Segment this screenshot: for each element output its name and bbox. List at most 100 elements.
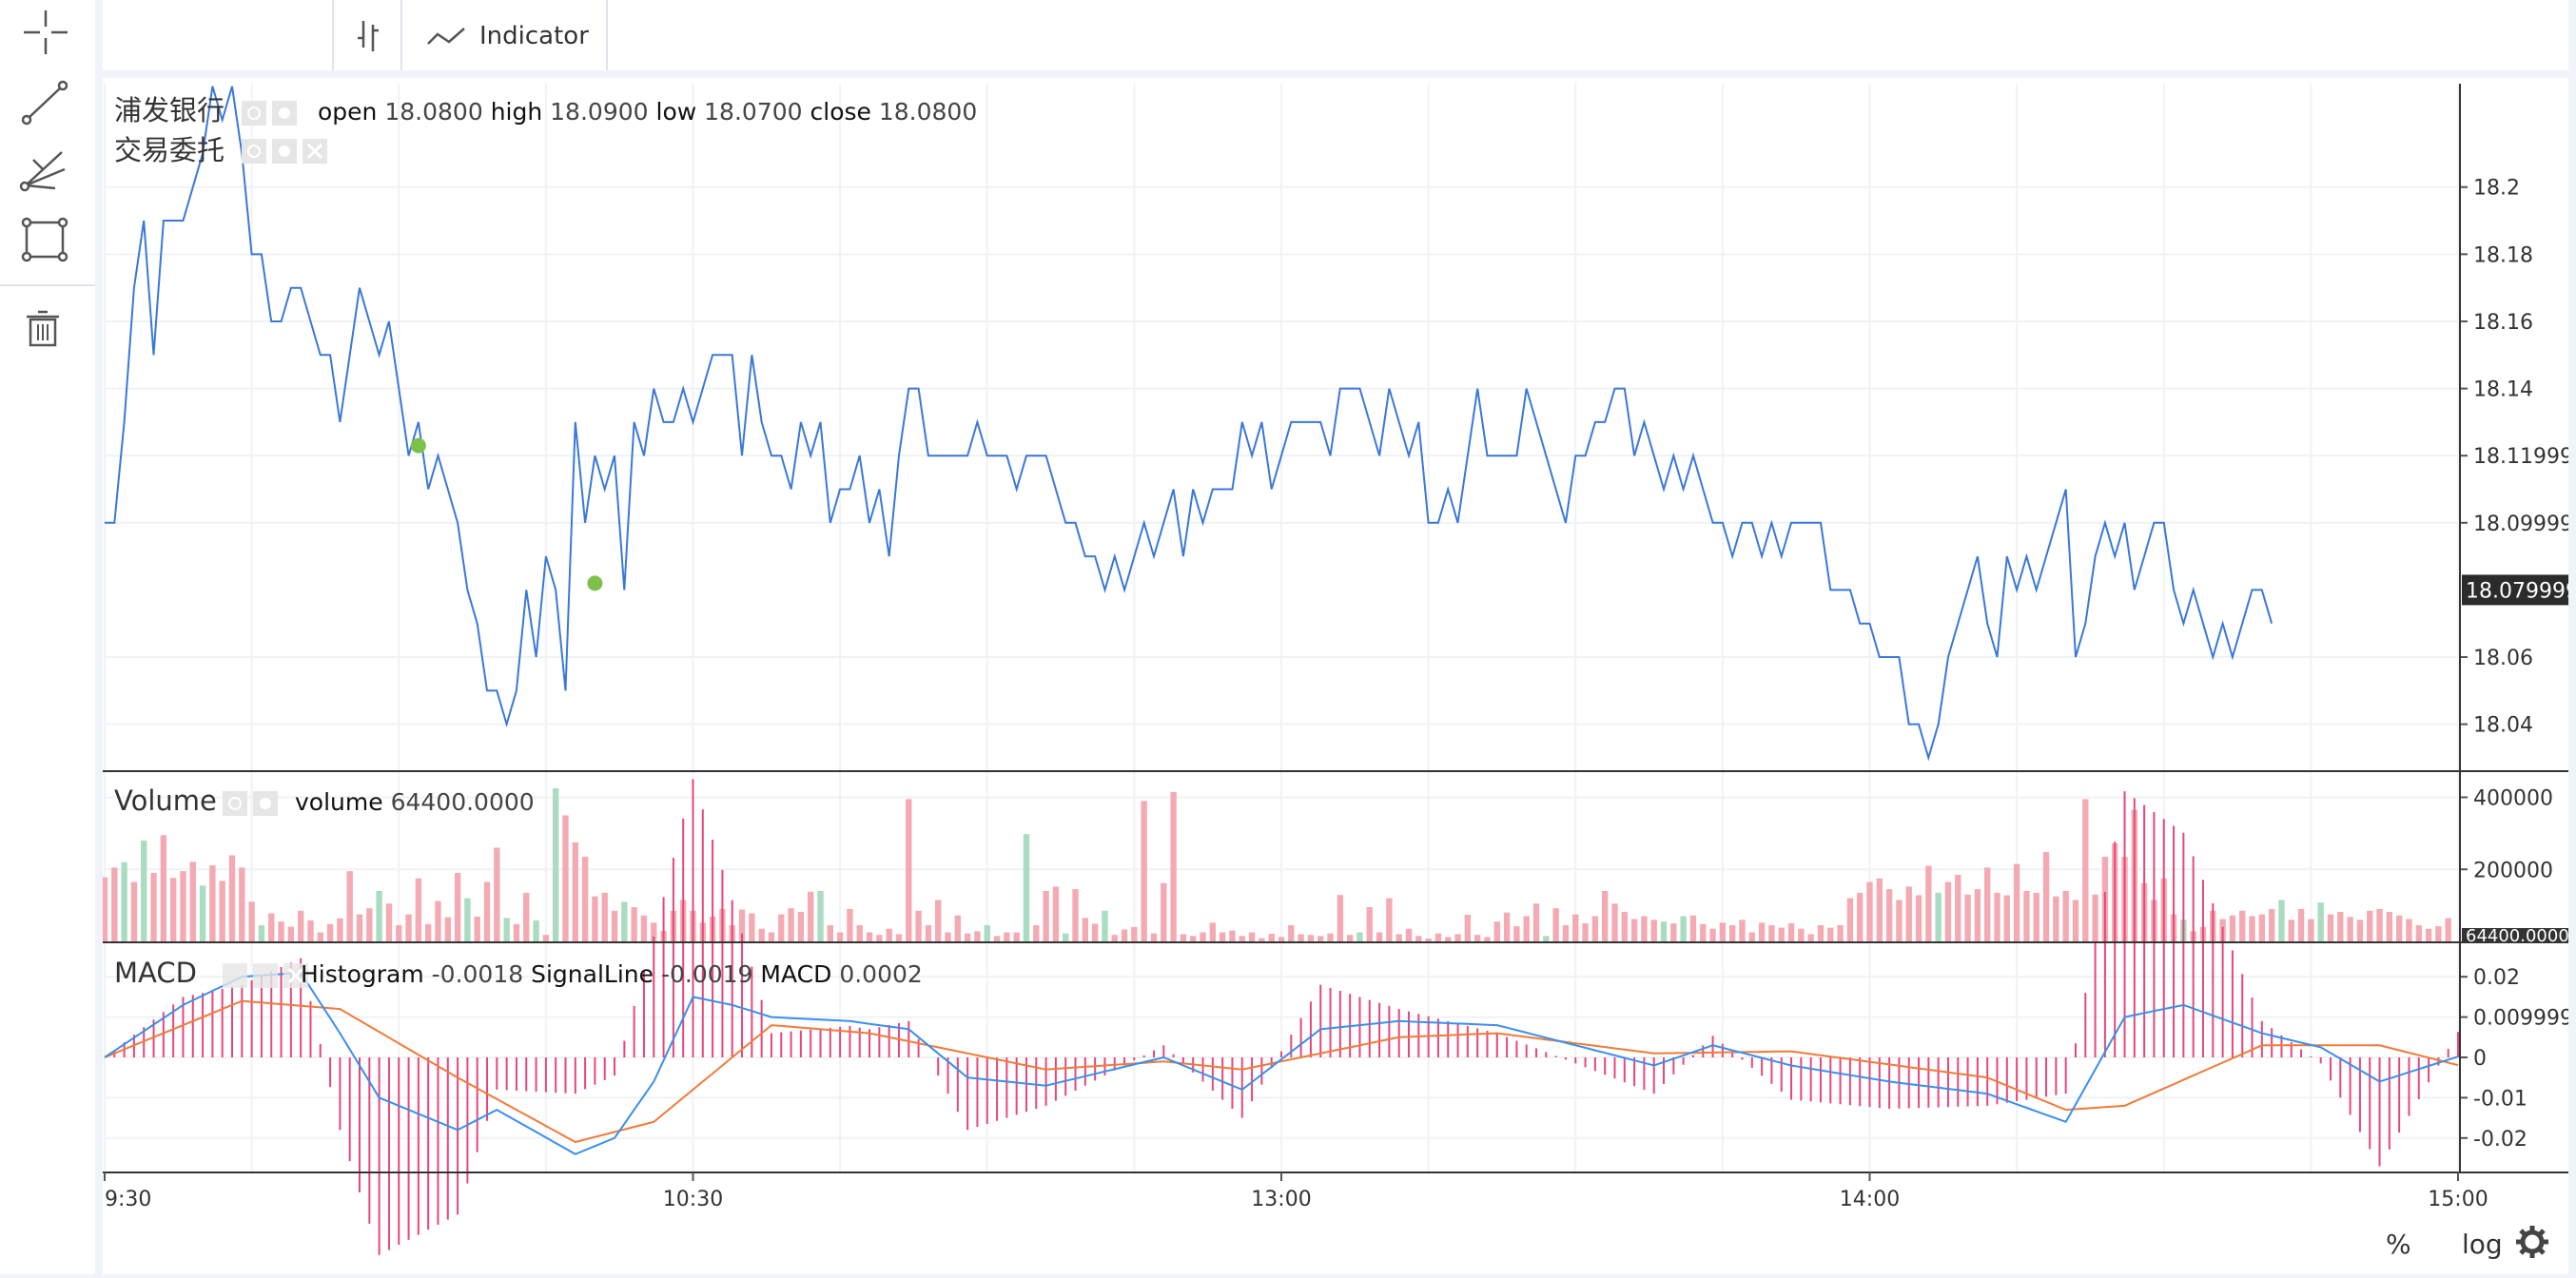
volume-bar — [876, 935, 883, 941]
volume-bar — [1543, 936, 1550, 941]
y-tick-label: 0.02 — [2473, 966, 2520, 990]
volume-bar — [483, 881, 491, 941]
volume-bar — [581, 857, 589, 941]
volume-bar — [1974, 889, 1981, 941]
volume-bar — [738, 909, 746, 941]
volume-bar — [1298, 934, 1304, 941]
price-settings-icon[interactable] — [272, 101, 297, 126]
volume-bar — [317, 932, 323, 941]
volume-pane[interactable] — [101, 788, 2451, 941]
volume-settings-icon[interactable] — [253, 791, 278, 816]
volume-bar — [199, 885, 206, 941]
volume-legend: Volume volume 64400.0000 — [114, 784, 535, 817]
trash-icon[interactable] — [14, 304, 81, 352]
volume-bar — [356, 914, 363, 941]
volume-bar — [915, 910, 922, 941]
volume-bar — [1307, 935, 1315, 941]
orders-visibility-icon[interactable] — [242, 139, 266, 164]
chart-svg[interactable]: 18.2 18.18 18.16 18.14 18.1199999 18.0999999 1… — [101, 78, 2576, 1274]
volume-bar — [2249, 916, 2255, 941]
macd-settings-icon[interactable] — [253, 963, 278, 988]
volume-bar — [749, 913, 755, 941]
macd-label: MACD — [760, 960, 831, 988]
log-toggle[interactable]: log — [2462, 1229, 2503, 1260]
rectangle-icon[interactable] — [14, 209, 81, 266]
indicator-button[interactable]: Indicator — [403, 0, 603, 70]
volume-bar — [1925, 865, 1932, 941]
volume-bar — [1150, 933, 1158, 941]
last-volume-label: 64400.0000 — [2466, 926, 2568, 946]
y-tick-label: 18.16 — [2473, 311, 2533, 335]
price-visibility-icon[interactable] — [242, 101, 266, 126]
volume-bar — [474, 916, 480, 941]
volume-bar — [847, 908, 853, 941]
volume-visibility-icon[interactable] — [223, 791, 247, 816]
volume-bar — [435, 900, 441, 941]
y-tick-label: 18.06 — [2473, 647, 2533, 670]
macd-visibility-icon[interactable] — [223, 963, 247, 988]
volume-bar — [1964, 894, 1971, 941]
volume-bar — [1454, 934, 1461, 941]
crosshair-icon[interactable] — [14, 10, 81, 67]
macd-close-icon[interactable] — [283, 963, 308, 988]
volume-bar — [121, 862, 127, 941]
volume-bar — [1229, 930, 1236, 941]
volume-bar — [1395, 934, 1402, 941]
volume-bar — [239, 867, 245, 941]
volume-bar — [2033, 892, 2039, 941]
volume-bar — [1641, 916, 1648, 941]
volume-bar — [856, 924, 863, 941]
volume-bar — [1896, 900, 1903, 941]
volume-bar — [2367, 910, 2373, 941]
volume-bar — [2317, 902, 2324, 941]
macd-pane[interactable] — [104, 779, 2459, 1255]
volume-bar — [1415, 936, 1422, 941]
volume-bar — [817, 890, 824, 941]
orders-settings-icon[interactable] — [272, 139, 297, 164]
price-pane[interactable] — [105, 86, 2274, 762]
volume-bar — [2072, 900, 2079, 941]
top-toolbar: Indicator — [103, 0, 2568, 70]
volume-bar — [1082, 918, 1089, 941]
orders-close-icon[interactable] — [302, 139, 327, 164]
volume-bar — [1846, 898, 1854, 941]
bottom-controls: % log — [2386, 1226, 2548, 1260]
volume-bar — [1366, 907, 1373, 941]
volume-bar — [2258, 914, 2266, 941]
volume-bar — [1885, 889, 1893, 941]
volume-bar — [1356, 932, 1363, 941]
volume-label: volume — [295, 788, 383, 816]
volume-bar — [1219, 932, 1226, 941]
volume-bar — [130, 881, 138, 941]
volume-bar — [523, 892, 530, 941]
volume-bar — [1161, 882, 1167, 941]
volume-bar — [1562, 924, 1570, 941]
volume-bar — [1484, 937, 1491, 941]
volume-bar — [1817, 924, 1825, 941]
volume-bar — [1601, 890, 1609, 941]
fib-fan-icon[interactable] — [14, 143, 81, 200]
volume-bar — [169, 878, 177, 941]
chart-container[interactable]: 18.2 18.18 18.16 18.14 18.1199999 18.0999999 1… — [101, 78, 2576, 1274]
volume-bar — [2042, 852, 2050, 941]
volume-bar — [1709, 928, 1716, 941]
volume-bar — [1131, 926, 1138, 941]
volume-bar — [385, 903, 393, 941]
svg-text:volume 64400.0000: volume 64400.0000 — [295, 788, 535, 816]
volume-bar — [1915, 895, 1922, 941]
volume-bar — [778, 914, 785, 941]
gear-icon[interactable] — [2516, 1226, 2548, 1258]
volume-bar — [248, 901, 255, 941]
chart-style-button[interactable] — [335, 0, 400, 70]
x-tick-label: 9:30 — [105, 1188, 151, 1211]
volume-bar — [1405, 928, 1413, 941]
volume-bar — [2082, 799, 2089, 941]
volume-bar — [788, 908, 794, 941]
percent-toggle[interactable]: % — [2386, 1229, 2411, 1260]
svg-text:Histogram -0.0018: Histogram -0.0018 SignalLine -0.0019 MAC… — [301, 960, 923, 988]
volume-bar — [513, 923, 520, 941]
trend-line-icon[interactable] — [14, 76, 81, 133]
volume-bar — [533, 920, 539, 941]
y-tick-label: 400000 — [2473, 787, 2553, 811]
volume-bar — [1317, 936, 1324, 941]
